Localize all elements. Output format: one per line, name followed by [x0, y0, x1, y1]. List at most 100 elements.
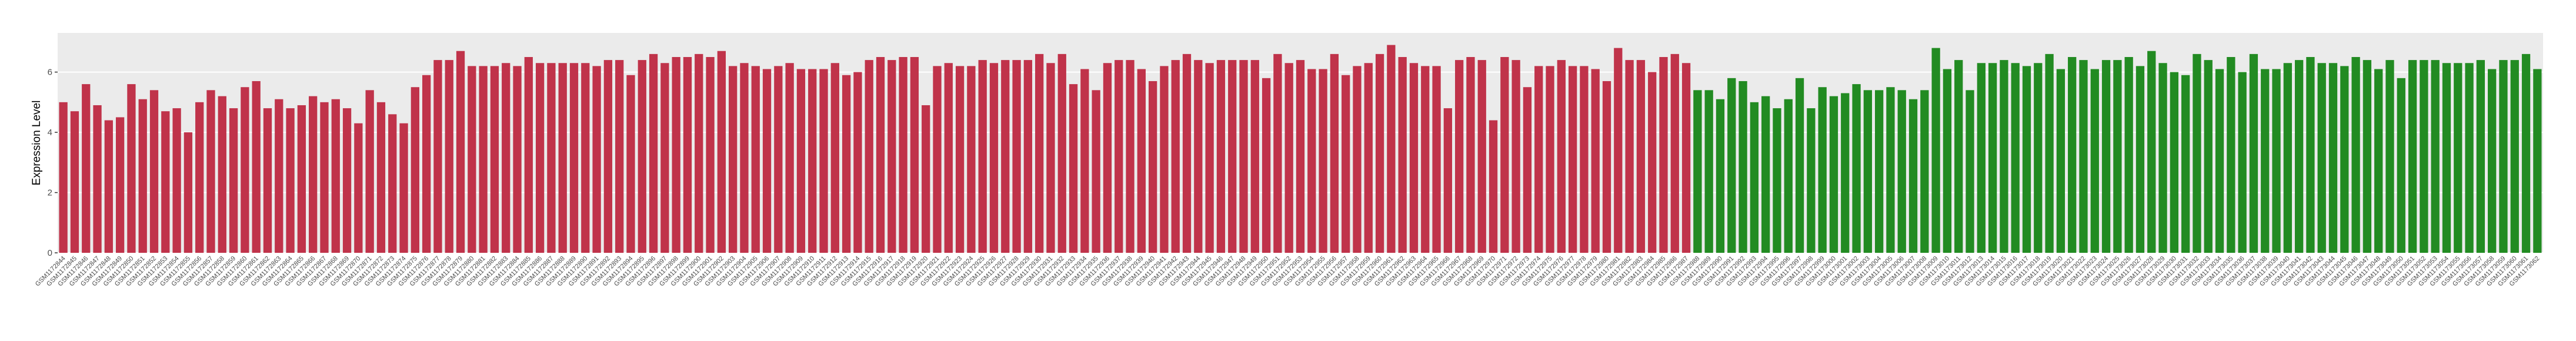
bar: [1966, 90, 1974, 253]
bar: [422, 75, 431, 253]
bar: [1182, 54, 1192, 253]
bar: [1364, 63, 1373, 253]
bar: [82, 84, 91, 253]
bar: [1035, 54, 1044, 253]
bar: [1115, 60, 1123, 253]
bar: [354, 123, 363, 253]
bar: [1943, 69, 1952, 253]
bar: [1284, 63, 1293, 253]
bar: [1908, 99, 1918, 253]
bar: [2431, 60, 2440, 253]
bar: [342, 108, 352, 253]
bar: [252, 81, 261, 253]
bar: [1239, 60, 1248, 253]
bar: [785, 63, 794, 253]
bar: [104, 120, 113, 253]
bar: [218, 96, 226, 253]
bar: [762, 69, 772, 253]
bar: [1171, 60, 1180, 253]
bar: [1205, 63, 1214, 253]
bar: [365, 90, 374, 253]
bar: [1818, 87, 1827, 253]
bar: [195, 102, 204, 253]
bar: [2193, 54, 2201, 253]
bar: [468, 66, 476, 253]
bar: [1534, 66, 1543, 253]
bar: [558, 63, 567, 253]
bar: [2045, 54, 2054, 253]
bar: [309, 96, 318, 253]
bar: [535, 63, 545, 253]
bar: [922, 105, 930, 253]
bar: [842, 75, 851, 253]
bar: [1092, 90, 1100, 253]
bar: [1080, 69, 1089, 253]
bar: [1807, 108, 1816, 253]
bar: [2328, 63, 2338, 253]
bar: [1126, 60, 1134, 253]
bar: [502, 63, 510, 253]
bar: [2521, 54, 2531, 253]
bar: [2317, 63, 2326, 253]
y-tick-label: 6: [48, 68, 52, 78]
bar: [1886, 87, 1895, 253]
bar: [1353, 66, 1362, 253]
bar: [2249, 54, 2258, 253]
bar: [2488, 69, 2497, 253]
bar: [1874, 90, 1884, 253]
bar: [2011, 63, 2020, 253]
y-tick-label: 4: [48, 128, 52, 138]
bar: [2204, 60, 2213, 253]
bar: [275, 99, 283, 253]
bar: [2022, 66, 2031, 253]
bar: [2124, 56, 2133, 253]
bar: [569, 63, 579, 253]
bar: [2340, 66, 2349, 253]
bar: [2397, 78, 2405, 253]
bar: [1693, 90, 1702, 253]
bar: [1659, 56, 1668, 253]
bar: [933, 66, 942, 253]
bar: [2420, 60, 2428, 253]
bar: [1739, 81, 1747, 253]
bar: [138, 99, 147, 253]
bar: [1931, 48, 1940, 253]
bar: [978, 60, 987, 253]
bar: [1001, 60, 1010, 253]
bar: [2215, 69, 2224, 253]
bar: [955, 66, 965, 253]
bar: [695, 54, 703, 253]
bar: [1852, 84, 1861, 253]
bar: [1046, 63, 1055, 253]
bar: [2101, 60, 2111, 253]
bar: [2056, 69, 2066, 253]
bar: [2510, 60, 2519, 253]
bar: [1557, 60, 1566, 253]
bar: [479, 66, 488, 253]
bar: [1137, 69, 1146, 253]
bar: [1500, 56, 1509, 253]
bar: [603, 60, 613, 253]
bar: [1160, 66, 1169, 253]
bar: [1069, 84, 1078, 253]
bar: [649, 54, 658, 253]
bar: [1296, 60, 1305, 253]
bar: [2135, 66, 2145, 253]
y-tick-label: 0: [48, 248, 52, 258]
bar: [206, 90, 215, 253]
bar: [819, 69, 828, 253]
bar: [683, 56, 692, 253]
bar: [286, 108, 295, 253]
bar: [853, 72, 862, 253]
bar: [1216, 60, 1226, 253]
bar: [729, 66, 738, 253]
bar: [1387, 45, 1396, 253]
bar: [2227, 56, 2235, 253]
bar: [1319, 69, 1327, 253]
bar: [1523, 87, 1532, 253]
bar: [2000, 60, 2008, 253]
bar: [172, 108, 181, 253]
bar: [376, 102, 386, 253]
bar: [524, 56, 533, 253]
bar: [1681, 63, 1691, 253]
